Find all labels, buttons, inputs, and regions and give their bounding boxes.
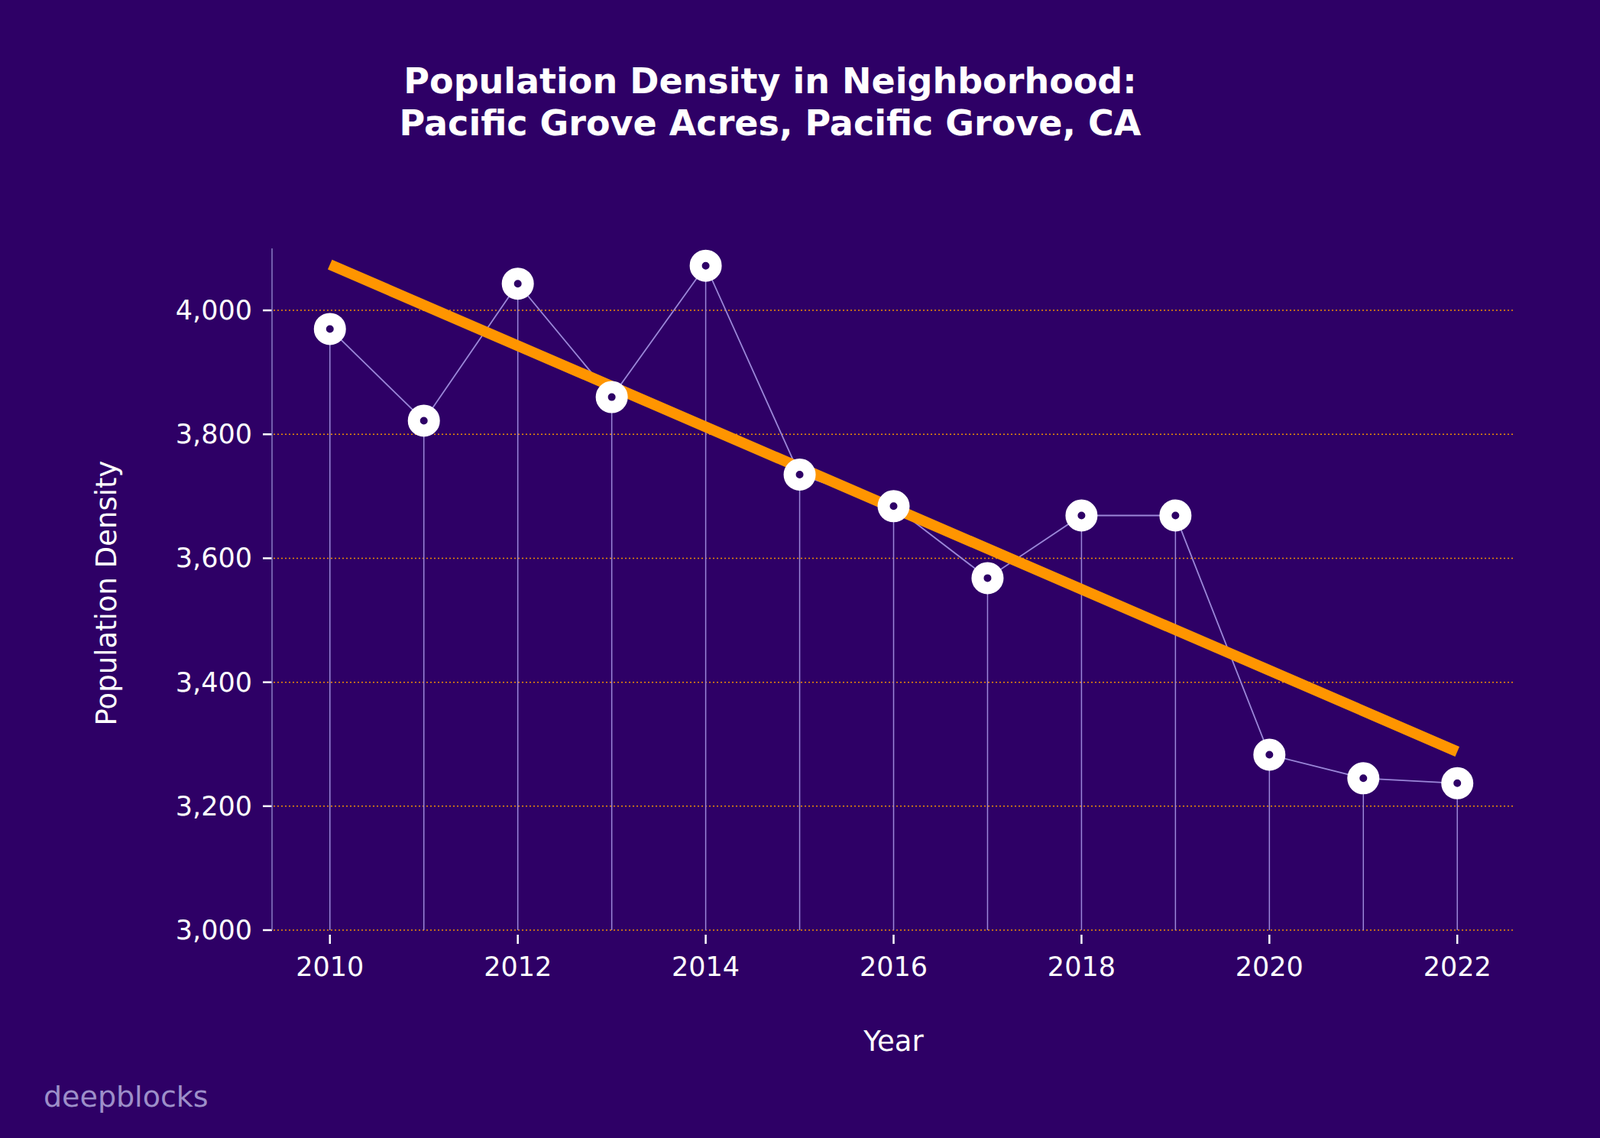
x-tick-label: 2012: [483, 951, 552, 982]
marker: [790, 464, 810, 485]
stem: [1081, 515, 1083, 930]
stem: [329, 328, 331, 930]
watermark: deepblocks: [43, 1079, 209, 1114]
trend-line: [330, 264, 1458, 752]
background: [0, 0, 1600, 1138]
marker: [414, 410, 435, 431]
stem: [611, 397, 613, 930]
marker: [1353, 767, 1374, 788]
stem: [1175, 515, 1177, 930]
x-tick-label: 2016: [859, 951, 928, 982]
y-tick-label: 3,400: [175, 667, 253, 698]
y-tick: [262, 929, 273, 932]
y-tick-label: 3,200: [175, 790, 253, 822]
x-tick: [516, 934, 519, 944]
x-tick-label: 2022: [1423, 951, 1492, 982]
y-tick: [262, 309, 273, 312]
stem: [1363, 777, 1365, 930]
marker: [320, 318, 341, 339]
marker: [508, 273, 528, 294]
x-tick: [1456, 934, 1459, 944]
x-tick-label: 2010: [295, 951, 364, 982]
stem: [705, 265, 707, 930]
marker: [977, 567, 998, 588]
stem: [987, 577, 989, 930]
title-line: Population Density in Neighborhood:: [403, 60, 1137, 102]
grid-line: [273, 309, 1514, 311]
grid-line: [273, 434, 1514, 436]
x-tick-label: 2020: [1235, 951, 1304, 982]
y-tick-label: 4,000: [175, 294, 253, 326]
y-axis-line: [271, 248, 273, 930]
stem: [1269, 754, 1271, 930]
marker: [884, 495, 904, 516]
title: Population Density in Neighborhood:Pacif…: [399, 60, 1142, 144]
marker: [602, 387, 622, 408]
x-axis-label: Year: [862, 1024, 924, 1058]
x-tick-label: 2014: [671, 951, 740, 982]
x-tick-label: 2018: [1047, 951, 1116, 982]
stem: [1456, 783, 1458, 930]
marker: [1259, 744, 1280, 765]
y-tick: [262, 557, 273, 560]
y-tick-label: 3,600: [175, 542, 253, 574]
stem: [517, 283, 519, 930]
y-tick-label: 3,800: [175, 418, 253, 450]
chart: Population Density in Neighborhood:Pacif…: [0, 0, 1600, 1138]
y-tick-label: 3,000: [175, 914, 253, 946]
x-tick: [1268, 934, 1271, 944]
x-tick: [704, 934, 707, 944]
x-tick: [892, 934, 895, 944]
stem: [799, 474, 801, 930]
title-line: Pacific Grove Acres, Pacific Grove, CA: [399, 102, 1142, 144]
marker: [1447, 773, 1468, 794]
x-tick: [329, 934, 332, 944]
x-tick: [1080, 934, 1083, 944]
y-tick: [262, 680, 273, 684]
plot-area: [320, 255, 1468, 930]
marker: [696, 255, 716, 276]
y-tick: [262, 805, 273, 808]
stem: [893, 505, 895, 930]
marker: [1071, 505, 1092, 526]
y-tick: [262, 433, 273, 436]
stem: [423, 420, 425, 930]
marker: [1165, 505, 1186, 526]
y-axis-label: Population Density: [90, 460, 124, 726]
